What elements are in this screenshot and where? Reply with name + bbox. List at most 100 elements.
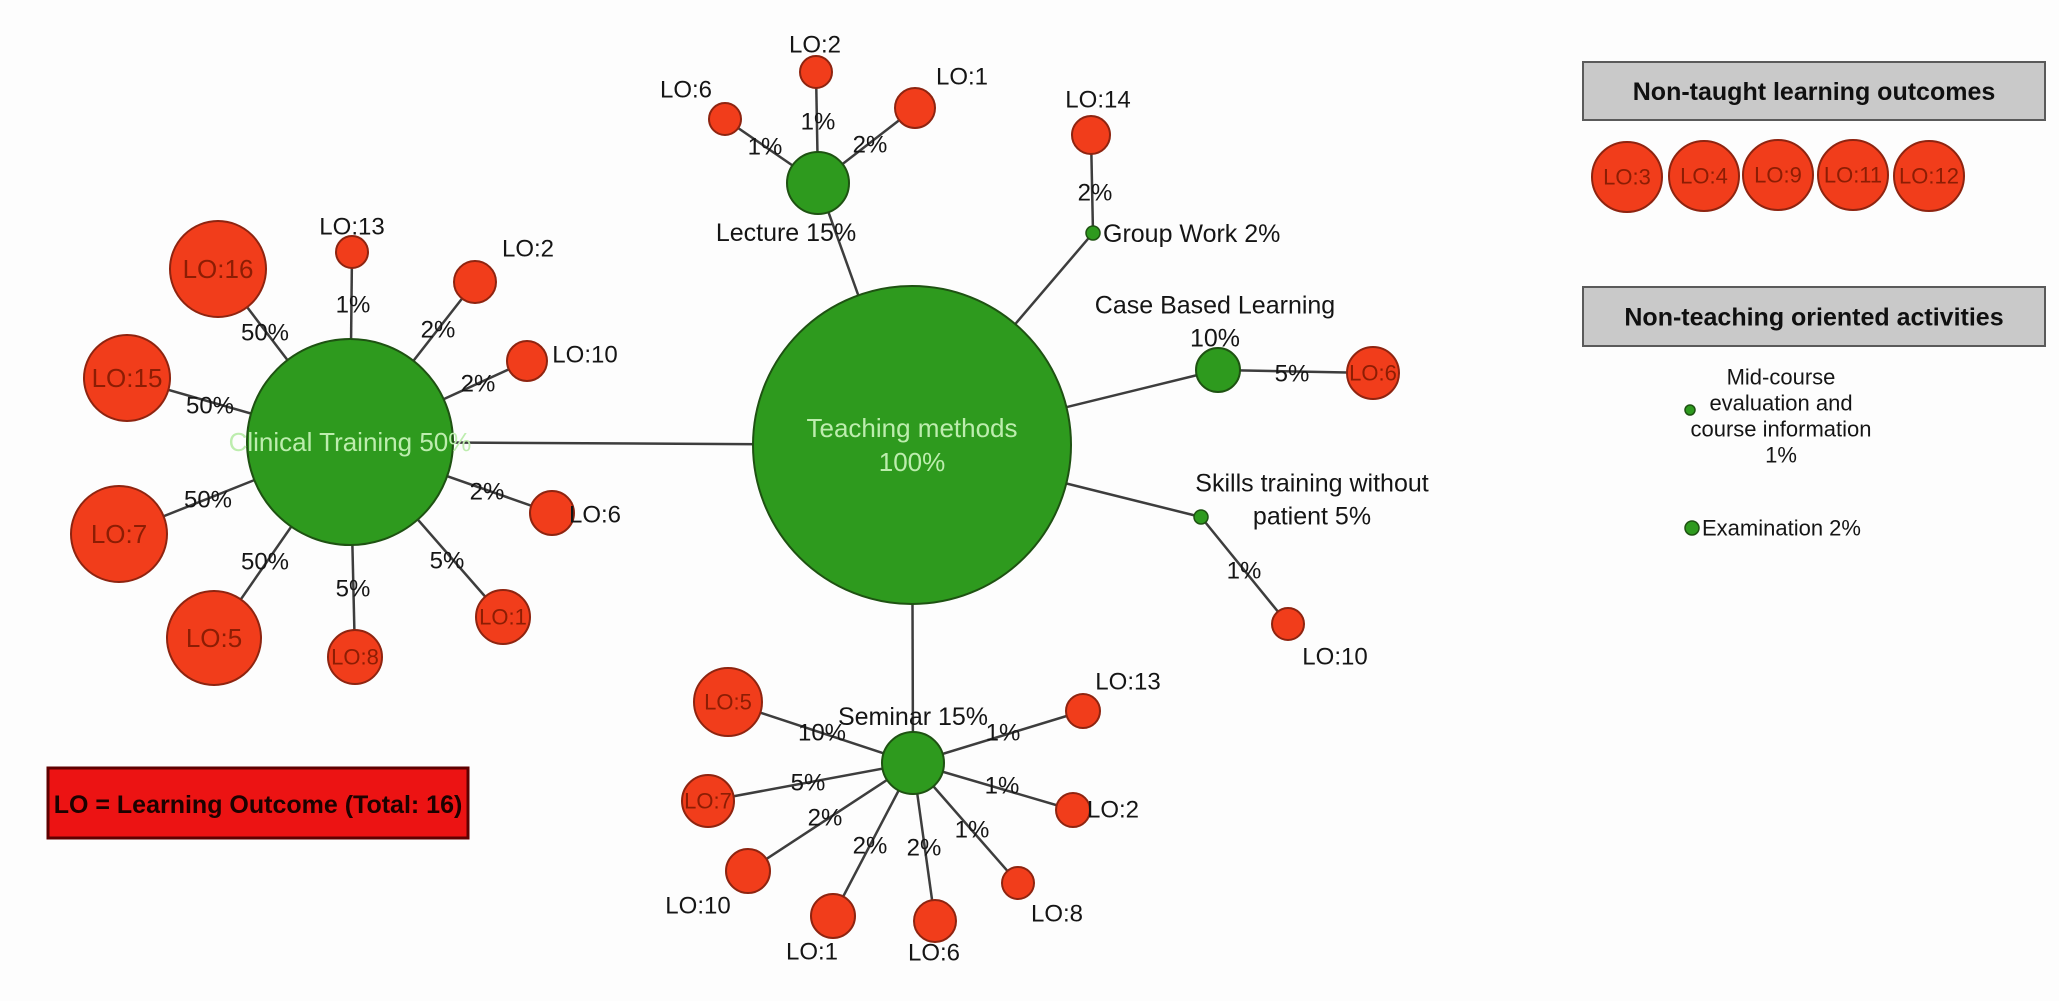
label-lecture: Lecture 15%	[716, 219, 856, 247]
node-cbl-lo6-outcome-circle	[1346, 346, 1400, 400]
edge-label-seminar-sem-lo8: 1%	[955, 817, 990, 844]
edge-label-clinical-c-lo2: 2%	[421, 317, 456, 344]
node-c-lo2-outcome-circle	[453, 260, 497, 304]
node-cbl-method-circle	[1195, 347, 1241, 393]
activity-text-1-line1: Mid-course	[1727, 365, 1836, 390]
edge-label-lecture-l-lo2: 1%	[801, 109, 836, 136]
label-c-lo16: LO:16	[183, 254, 254, 284]
edge-label-cbl-cbl-lo6: 5%	[1275, 361, 1310, 388]
panel-outcome-label-lo11: LO:11	[1824, 163, 1882, 188]
legend-layer: LO = Learning Outcome (Total: 16)	[46, 766, 470, 840]
label-l-lo1: LO:1	[936, 64, 988, 91]
edge-label-clinical-c-lo1: 5%	[430, 548, 465, 575]
edge-label-clinical-c-lo5: 50%	[241, 549, 289, 576]
edge-label-seminar-sem-lo2: 1%	[985, 773, 1020, 800]
node-skills-activity-dot	[1193, 509, 1209, 525]
label-sem-lo2: LO:2	[1087, 797, 1139, 824]
activity-text-2-line1: Examination 2%	[1702, 516, 1861, 541]
node-seminar-method-circle	[881, 731, 945, 795]
label-c-lo7: LO:7	[91, 519, 147, 549]
label-g-lo14: LO:14	[1065, 87, 1130, 114]
node-sem-lo5-outcome-circle	[693, 667, 763, 737]
label-skills-line2: patient 5%	[1253, 503, 1371, 531]
node-c-lo6-outcome-circle	[529, 490, 575, 536]
edge-label-clinical-c-lo7: 50%	[184, 487, 232, 514]
panel-header-box-2	[1582, 286, 2046, 347]
panel-outcome-circle-lo9	[1742, 139, 1814, 211]
nodes-layer	[70, 55, 1400, 943]
label-clinical: Clinical Training 50%	[229, 427, 472, 457]
panel-outcome-circle-lo4	[1668, 140, 1740, 212]
label-skills-line1: Skills training without	[1195, 470, 1428, 498]
label-l-lo6: LO:6	[660, 77, 712, 104]
activity-text-1-line2: evaluation and	[1709, 391, 1852, 416]
label-c-lo13: LO:13	[319, 214, 384, 241]
legend-box	[46, 766, 470, 840]
label-c-lo5: LO:5	[186, 623, 242, 653]
node-g-lo14-outcome-circle	[1071, 115, 1111, 155]
panel-outcome-label-lo3: LO:3	[1603, 165, 1651, 190]
label-teaching-line2: 100%	[879, 447, 946, 477]
label-sem-lo7: LO:7	[684, 789, 732, 814]
node-c-lo1-outcome-circle	[475, 589, 531, 645]
panel-outcome-circle-lo3	[1591, 141, 1663, 213]
node-s-lo10-outcome-circle	[1271, 607, 1305, 641]
node-clinical-method-circle	[246, 338, 454, 546]
edge-label-lecture-l-lo6: 1%	[748, 134, 783, 161]
edge-seminar-sem-lo10	[747, 761, 914, 873]
edge-label-clinical-c-lo15: 50%	[186, 393, 234, 420]
labels-layer: 50% 1% 2% 2% 50% 50% 50% 5% 5% 2% 1% 1% 2% 2% 5% 1% 10% 5…	[91, 32, 1429, 967]
label-c-lo2: LO:2	[502, 236, 554, 263]
label-sem-lo5: LO:5	[704, 690, 752, 715]
edge-label-seminar-sem-lo5: 10%	[798, 720, 846, 747]
panel-outcome-circle-lo12	[1893, 140, 1965, 212]
panel-outcome-circle-lo11	[1817, 139, 1889, 211]
edge-label-clinical-c-lo16: 50%	[241, 320, 289, 347]
node-c-lo15-outcome-circle	[83, 334, 171, 422]
node-sem-lo10-outcome-circle	[725, 848, 771, 894]
label-sem-lo13: LO:13	[1095, 669, 1160, 696]
activity-dot-2	[1684, 520, 1700, 536]
node-c-lo10-outcome-circle	[506, 340, 548, 382]
label-c-lo1: LO:1	[479, 605, 527, 630]
edge-label-groupwork-g-lo14: 2%	[1078, 180, 1113, 207]
edge-label-seminar-sem-lo7: 5%	[791, 770, 826, 797]
node-sem-lo2-outcome-circle	[1055, 792, 1091, 828]
label-c-lo10: LO:10	[552, 342, 617, 369]
activity-text-1-line3: course information	[1691, 417, 1872, 442]
activity-text-1-line4: 1%	[1765, 443, 1797, 468]
node-l-lo1-outcome-circle	[894, 87, 936, 129]
edge-label-seminar-sem-lo10: 2%	[808, 805, 843, 832]
node-sem-lo8-outcome-circle	[1001, 866, 1035, 900]
edge-seminar-sem-lo7	[707, 761, 914, 803]
panel-header-text-2: Non-teaching oriented activities	[1624, 304, 2003, 332]
edge-label-lecture-l-lo1: 2%	[853, 132, 888, 159]
label-c-lo6: LO:6	[569, 502, 621, 529]
edge-label-skills-s-lo10: 1%	[1227, 558, 1262, 585]
edge-label-seminar-sem-lo6: 2%	[907, 835, 942, 862]
label-sem-lo10: LO:10	[665, 893, 730, 920]
panel-header-box-1	[1582, 61, 2046, 121]
node-l-lo2-outcome-circle	[799, 55, 833, 89]
label-sem-lo6: LO:6	[908, 940, 960, 967]
label-teaching-line1: Teaching methods	[806, 413, 1017, 443]
node-c-lo5-outcome-circle	[166, 590, 262, 686]
edge-skills-s-lo10	[1200, 516, 1289, 625]
edge-label-seminar-sem-lo1: 2%	[853, 833, 888, 860]
node-l-lo6-outcome-circle	[708, 102, 742, 136]
node-groupwork-activity-dot	[1085, 225, 1101, 241]
edge-label-clinical-c-lo8: 5%	[336, 576, 371, 603]
label-sem-lo1: LO:1	[786, 939, 838, 966]
node-c-lo16-outcome-circle	[169, 220, 267, 318]
node-teaching-method-circle	[752, 285, 1072, 605]
label-cbl-line2: 10%	[1190, 325, 1240, 353]
node-c-lo8-outcome-circle	[327, 629, 383, 685]
panel-outcome-label-lo12: LO:12	[1899, 164, 1959, 189]
label-sem-lo8: LO:8	[1031, 901, 1083, 928]
edge-label-seminar-sem-lo13: 1%	[986, 720, 1021, 747]
node-sem-lo7-outcome-circle	[681, 774, 735, 828]
node-sem-lo6-outcome-circle	[913, 899, 957, 943]
label-groupwork: Group Work 2%	[1103, 220, 1280, 248]
